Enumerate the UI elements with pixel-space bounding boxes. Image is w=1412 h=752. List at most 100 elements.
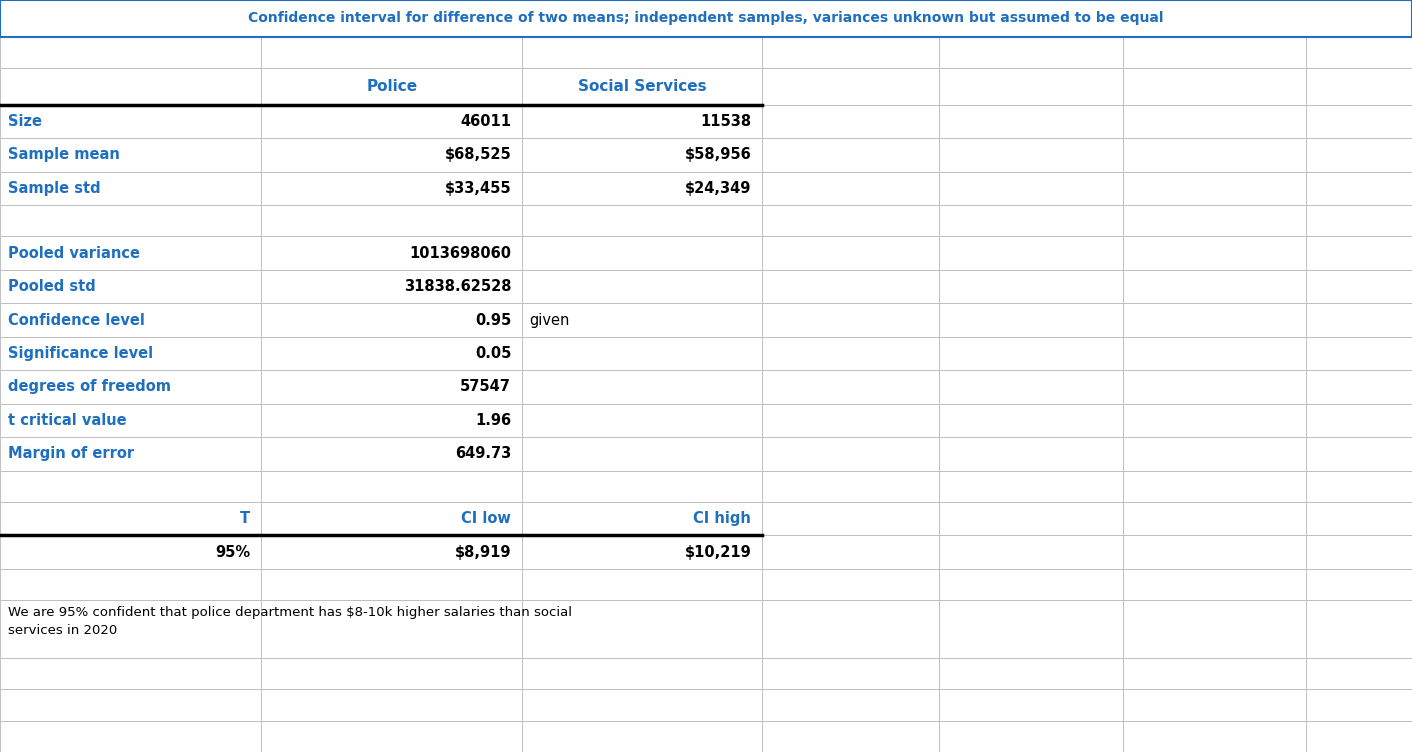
Bar (261, 105, 522, 138)
Bar (762, 720, 939, 752)
Text: 95%: 95% (215, 544, 250, 559)
Bar (261, 502, 522, 535)
Bar (522, 171, 762, 205)
Bar (261, 370, 522, 404)
Bar (1123, 236, 1306, 270)
Text: 649.73: 649.73 (455, 447, 511, 462)
Bar (1123, 303, 1306, 337)
Text: Confidence level: Confidence level (8, 313, 145, 328)
Bar (762, 171, 939, 205)
Text: Confidence interval for difference of two means; independent samples, variances : Confidence interval for difference of tw… (249, 11, 1163, 26)
Bar (762, 105, 939, 138)
Text: Margin of error: Margin of error (8, 447, 134, 462)
Bar (939, 502, 1123, 535)
Bar (1123, 690, 1306, 720)
Text: Pooled std: Pooled std (8, 279, 96, 294)
Bar (1123, 569, 1306, 600)
Text: 0.95: 0.95 (474, 313, 511, 328)
Bar (762, 236, 939, 270)
Bar (1123, 270, 1306, 303)
Text: Pooled variance: Pooled variance (8, 246, 140, 261)
Bar (939, 68, 1123, 105)
Bar (1306, 205, 1412, 236)
Bar (261, 68, 522, 105)
Bar (1306, 437, 1412, 471)
Bar (522, 337, 762, 370)
Bar (762, 502, 939, 535)
Text: Police: Police (366, 79, 418, 94)
Bar (1306, 37, 1412, 68)
Bar (939, 171, 1123, 205)
Text: CI low: CI low (462, 511, 511, 526)
Bar (0, 236, 261, 270)
Bar (261, 270, 522, 303)
Text: Sample std: Sample std (8, 180, 102, 196)
Bar (762, 138, 939, 171)
Bar (522, 0, 762, 37)
Bar (261, 720, 522, 752)
Bar (0, 370, 261, 404)
Bar (0, 658, 261, 690)
Bar (0, 720, 261, 752)
Bar (1306, 68, 1412, 105)
Bar (1123, 105, 1306, 138)
Bar (0, 37, 261, 68)
Bar (261, 236, 522, 270)
Text: $8,919: $8,919 (455, 544, 511, 559)
Bar (1306, 569, 1412, 600)
Bar (261, 437, 522, 471)
Bar (939, 658, 1123, 690)
Bar (261, 658, 522, 690)
Bar (762, 205, 939, 236)
Bar (522, 437, 762, 471)
Text: $33,455: $33,455 (445, 180, 511, 196)
Bar (261, 37, 522, 68)
Bar (939, 37, 1123, 68)
Bar (762, 690, 939, 720)
Bar (0, 337, 261, 370)
Bar (762, 337, 939, 370)
Bar (939, 569, 1123, 600)
Bar (522, 138, 762, 171)
Bar (939, 437, 1123, 471)
Bar (939, 105, 1123, 138)
Text: T: T (240, 511, 250, 526)
Bar (1306, 105, 1412, 138)
Bar (939, 535, 1123, 569)
Text: Sample mean: Sample mean (8, 147, 120, 162)
Bar (939, 236, 1123, 270)
Bar (0, 535, 261, 569)
Bar (939, 370, 1123, 404)
Bar (522, 270, 762, 303)
Bar (261, 535, 522, 569)
Bar (0, 690, 261, 720)
Bar (1123, 337, 1306, 370)
Bar (762, 535, 939, 569)
Bar (762, 404, 939, 437)
Bar (1123, 68, 1306, 105)
Bar (522, 236, 762, 270)
Bar (522, 502, 762, 535)
Bar (1123, 37, 1306, 68)
Bar (762, 471, 939, 502)
Bar (0, 600, 261, 658)
Bar (1306, 0, 1412, 37)
Text: $68,525: $68,525 (445, 147, 511, 162)
Bar (1123, 0, 1306, 37)
Bar (1306, 471, 1412, 502)
Bar (939, 404, 1123, 437)
Bar (762, 370, 939, 404)
Bar (1306, 690, 1412, 720)
Bar (0, 0, 261, 37)
Bar (1123, 471, 1306, 502)
Bar (1306, 535, 1412, 569)
Text: given: given (530, 313, 570, 328)
Text: $24,349: $24,349 (685, 180, 751, 196)
Bar (1306, 337, 1412, 370)
Bar (762, 658, 939, 690)
Text: Social Services: Social Services (578, 79, 707, 94)
Bar (939, 690, 1123, 720)
Bar (1123, 171, 1306, 205)
Bar (762, 437, 939, 471)
Bar (522, 205, 762, 236)
